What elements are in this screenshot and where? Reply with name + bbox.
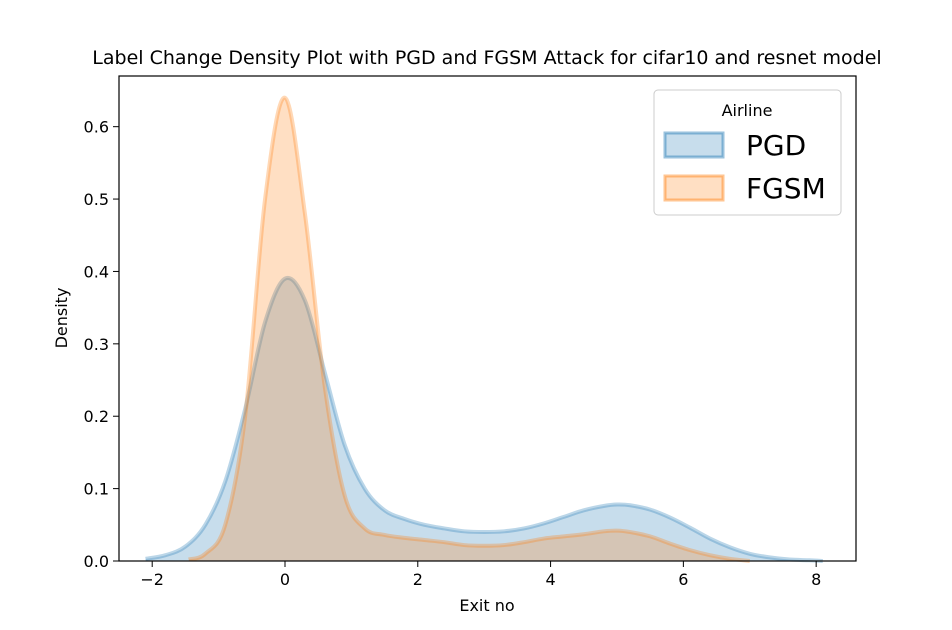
- legend-box: [653, 89, 842, 216]
- legend-swatch-pgd: [663, 131, 725, 159]
- y-tick-label: 0.0: [84, 552, 109, 571]
- y-tick-label: 0.1: [84, 480, 109, 499]
- x-tick-label: 6: [678, 570, 688, 589]
- x-tick-label: −2: [140, 570, 164, 589]
- y-tick-label: 0.4: [84, 262, 109, 281]
- y-axis-label: Density: [52, 288, 71, 349]
- series-area-pgd: [145, 277, 823, 561]
- legend: Airline PGD FGSM: [653, 89, 842, 216]
- y-tick-label: 0.2: [84, 407, 109, 426]
- y-axis: 0.0 0.1 0.2 0.3 0.4 0.5 0.6: [84, 118, 119, 571]
- x-axis: −2 0 2 4 6 8: [140, 561, 821, 589]
- plot-area: [145, 95, 823, 563]
- series-line-fgsm: [188, 95, 750, 563]
- x-tick-label: 4: [545, 570, 555, 589]
- legend-label-fgsm: FGSM: [746, 172, 826, 205]
- plot-frame: [118, 75, 857, 562]
- y-tick-label: 0.3: [84, 335, 109, 354]
- chart-title: Label Change Density Plot with PGD and F…: [92, 47, 881, 69]
- legend-title: Airline: [722, 101, 773, 120]
- series-line-pgd: [145, 275, 823, 563]
- x-tick-label: 0: [280, 570, 290, 589]
- legend-swatch-fgsm: [663, 174, 725, 202]
- y-tick-label: 0.6: [84, 118, 109, 137]
- x-axis-label: Exit no: [459, 596, 514, 615]
- y-tick-label: 0.5: [84, 190, 109, 209]
- x-tick-label: 8: [811, 570, 821, 589]
- series-area-fgsm: [188, 97, 750, 562]
- x-tick-label: 2: [413, 570, 423, 589]
- legend-label-pgd: PGD: [746, 129, 806, 162]
